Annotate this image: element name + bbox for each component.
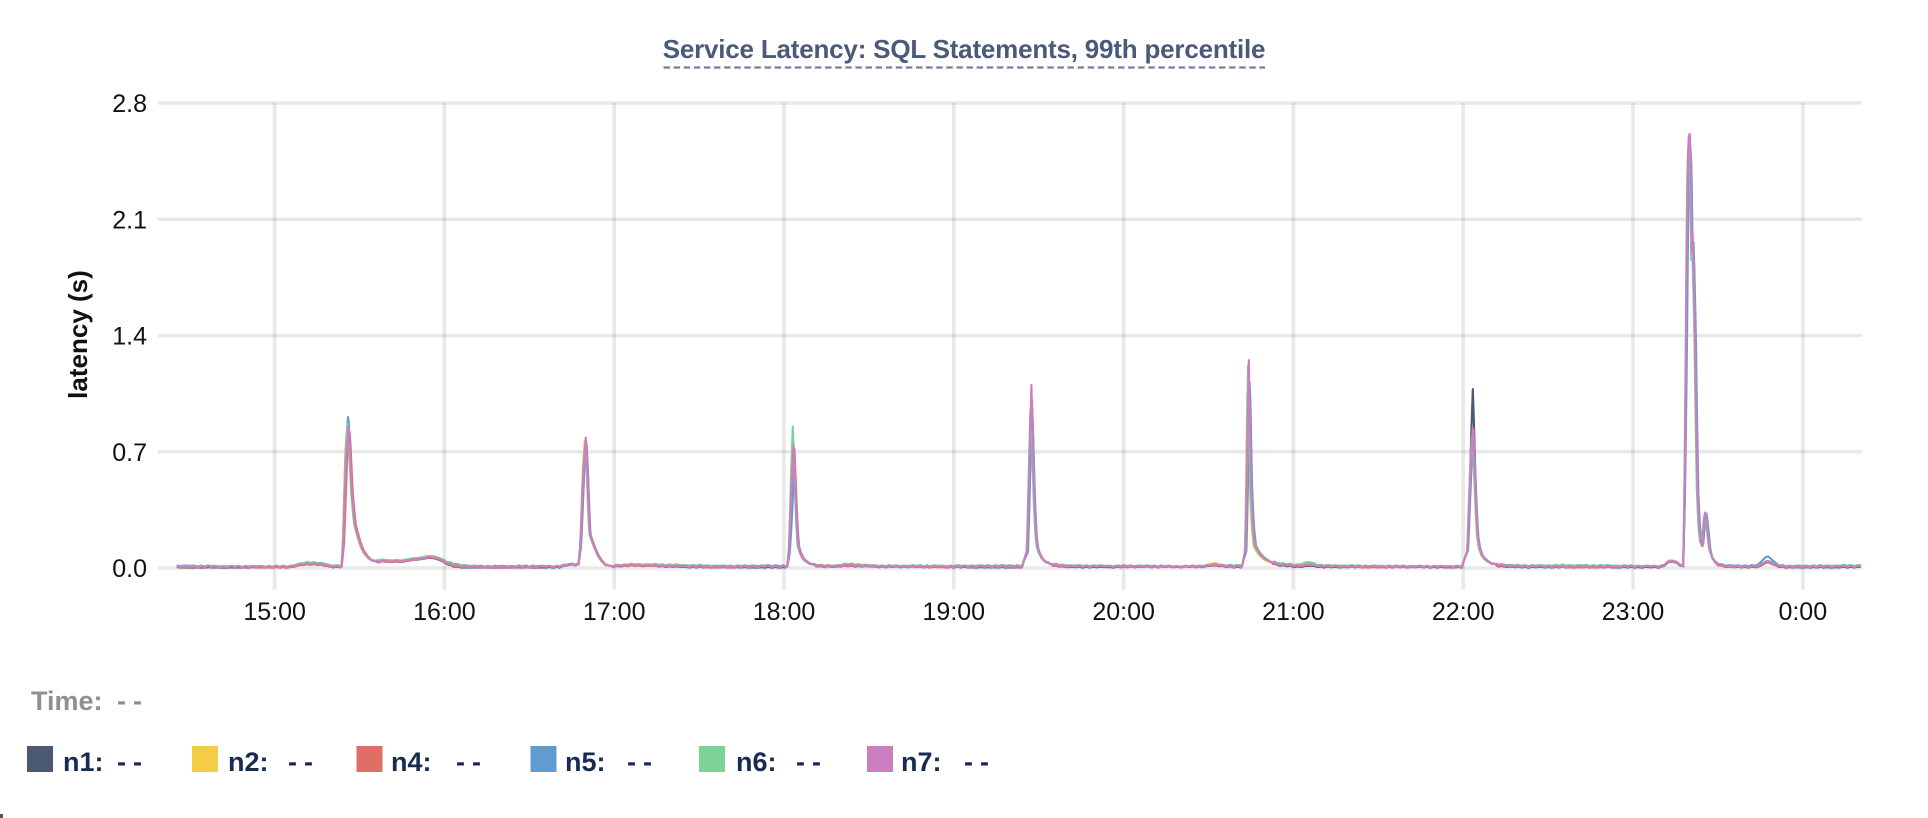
- svg-text:22:00: 22:00: [1432, 598, 1495, 626]
- svg-text:16:00: 16:00: [413, 598, 476, 626]
- svg-text:0.7: 0.7: [112, 439, 147, 467]
- svg-text:n6:: n6:: [736, 747, 777, 777]
- svg-text:18:00: 18:00: [753, 598, 816, 626]
- svg-text:n4:: n4:: [391, 747, 432, 777]
- svg-text:17:00: 17:00: [583, 598, 646, 626]
- svg-text:20:00: 20:00: [1092, 598, 1155, 626]
- svg-text:0.0: 0.0: [112, 555, 147, 583]
- svg-text:19:00: 19:00: [923, 598, 986, 626]
- svg-text:Time:: Time:: [31, 686, 103, 716]
- svg-text:--: --: [796, 747, 828, 777]
- svg-text:--: --: [627, 747, 659, 777]
- svg-text:n1:: n1:: [63, 747, 104, 777]
- svg-text:21:00: 21:00: [1262, 598, 1325, 626]
- svg-text:2.8: 2.8: [112, 90, 147, 118]
- svg-text:n5:: n5:: [565, 747, 606, 777]
- svg-text:n2:: n2:: [228, 747, 269, 777]
- svg-text:--: --: [456, 747, 488, 777]
- svg-text:--: --: [117, 686, 149, 716]
- svg-text:0:00: 0:00: [1778, 598, 1827, 626]
- svg-text:23:00: 23:00: [1602, 598, 1665, 626]
- svg-text:latency (s): latency (s): [63, 270, 93, 399]
- svg-text:2.1: 2.1: [112, 206, 147, 234]
- svg-text:1.4: 1.4: [112, 323, 147, 351]
- svg-text:15:00: 15:00: [243, 598, 306, 626]
- svg-text:n7:: n7:: [901, 747, 942, 777]
- svg-text:--: --: [117, 747, 149, 777]
- svg-text:--: --: [288, 747, 320, 777]
- svg-text:--: --: [964, 747, 996, 777]
